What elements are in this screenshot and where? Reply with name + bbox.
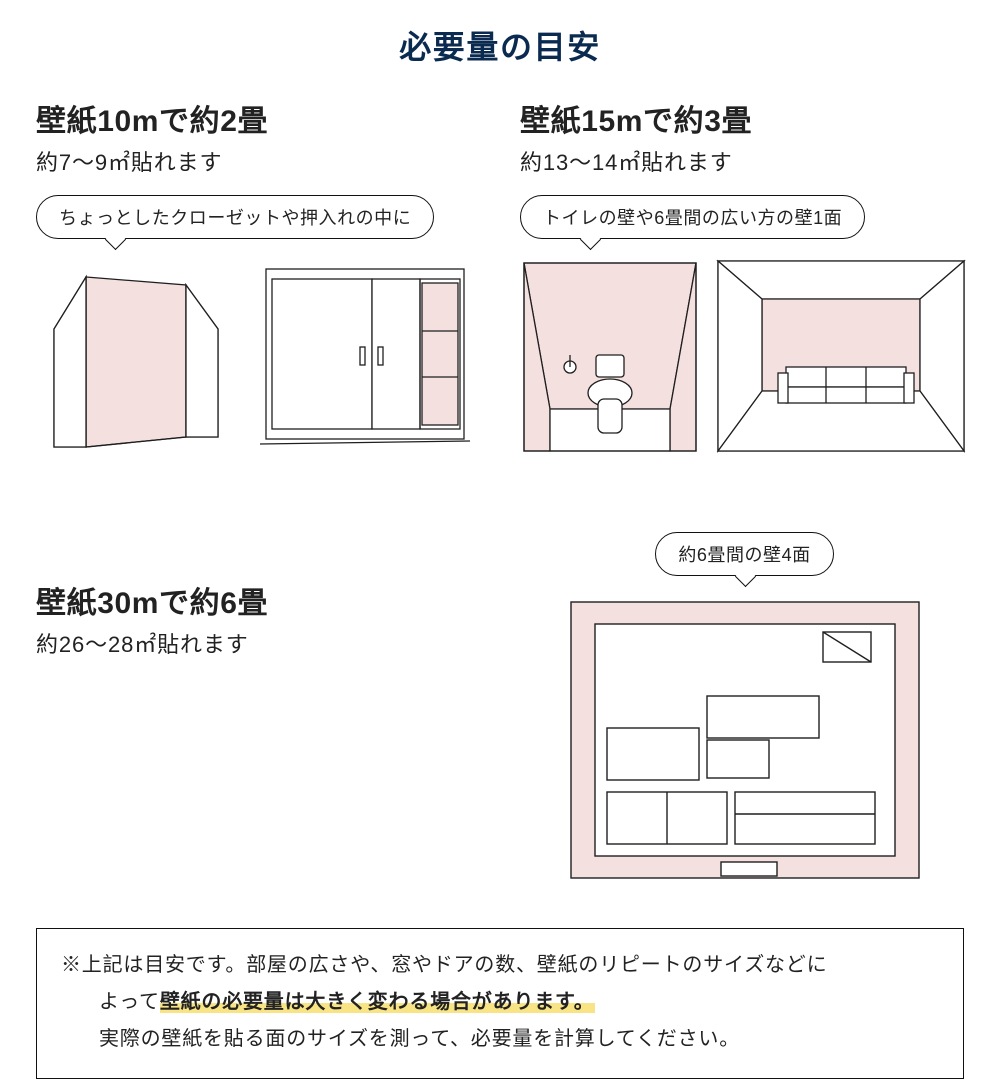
living-room-wall-icon: [716, 259, 966, 454]
page-title: 必要量の目安: [36, 22, 964, 68]
note-box: ※上記は目安です。部屋の広さや、窓やドアの数、壁紙のリピートのサイズなどに よっ…: [36, 928, 964, 1079]
note-line-2: よって壁紙の必要量は大きく変わる場合があります。: [61, 984, 939, 1021]
section-heading: 壁紙15mで約3畳: [520, 102, 966, 141]
section-heading: 壁紙10mで約2畳: [36, 102, 470, 141]
closet-open-icon: [36, 259, 236, 449]
section-30m-figure: 約6畳間の壁4面: [525, 514, 964, 886]
section-10m: 壁紙10mで約2畳 約7〜9㎡貼れます ちょっとしたクローゼットや押入れの中に: [36, 102, 470, 454]
section-subheading: 約13〜14㎡貼れます: [520, 145, 966, 177]
note-highlight: 壁紙の必要量は大きく変わる場合があります。: [160, 991, 595, 1013]
caption-bubble: 約6畳間の壁4面: [655, 532, 833, 576]
closet-sliding-icon: [260, 259, 470, 449]
note-line-1: ※上記は目安です。部屋の広さや、窓やドアの数、壁紙のリピートのサイズなどに: [61, 947, 939, 984]
section-30m: 壁紙30mで約6畳 約26〜28㎡貼れます: [36, 514, 475, 659]
section-subheading: 約7〜9㎡貼れます: [36, 145, 470, 177]
room-plan-icon: [565, 596, 925, 886]
note-line-3: 実際の壁紙を貼る面のサイズを測って、必要量を計算してください。: [61, 1021, 939, 1058]
caption-bubble: ちょっとしたクローゼットや押入れの中に: [36, 195, 434, 239]
caption-bubble: トイレの壁や6畳間の広い方の壁1面: [520, 195, 865, 239]
section-subheading: 約26〜28㎡貼れます: [36, 627, 475, 659]
section-15m: 壁紙15mで約3畳 約13〜14㎡貼れます トイレの壁や6畳間の広い方の壁1面: [520, 102, 966, 454]
section-heading: 壁紙30mで約6畳: [36, 584, 475, 623]
note-line-2-pre: よって: [99, 991, 160, 1013]
toilet-room-icon: [520, 259, 700, 454]
